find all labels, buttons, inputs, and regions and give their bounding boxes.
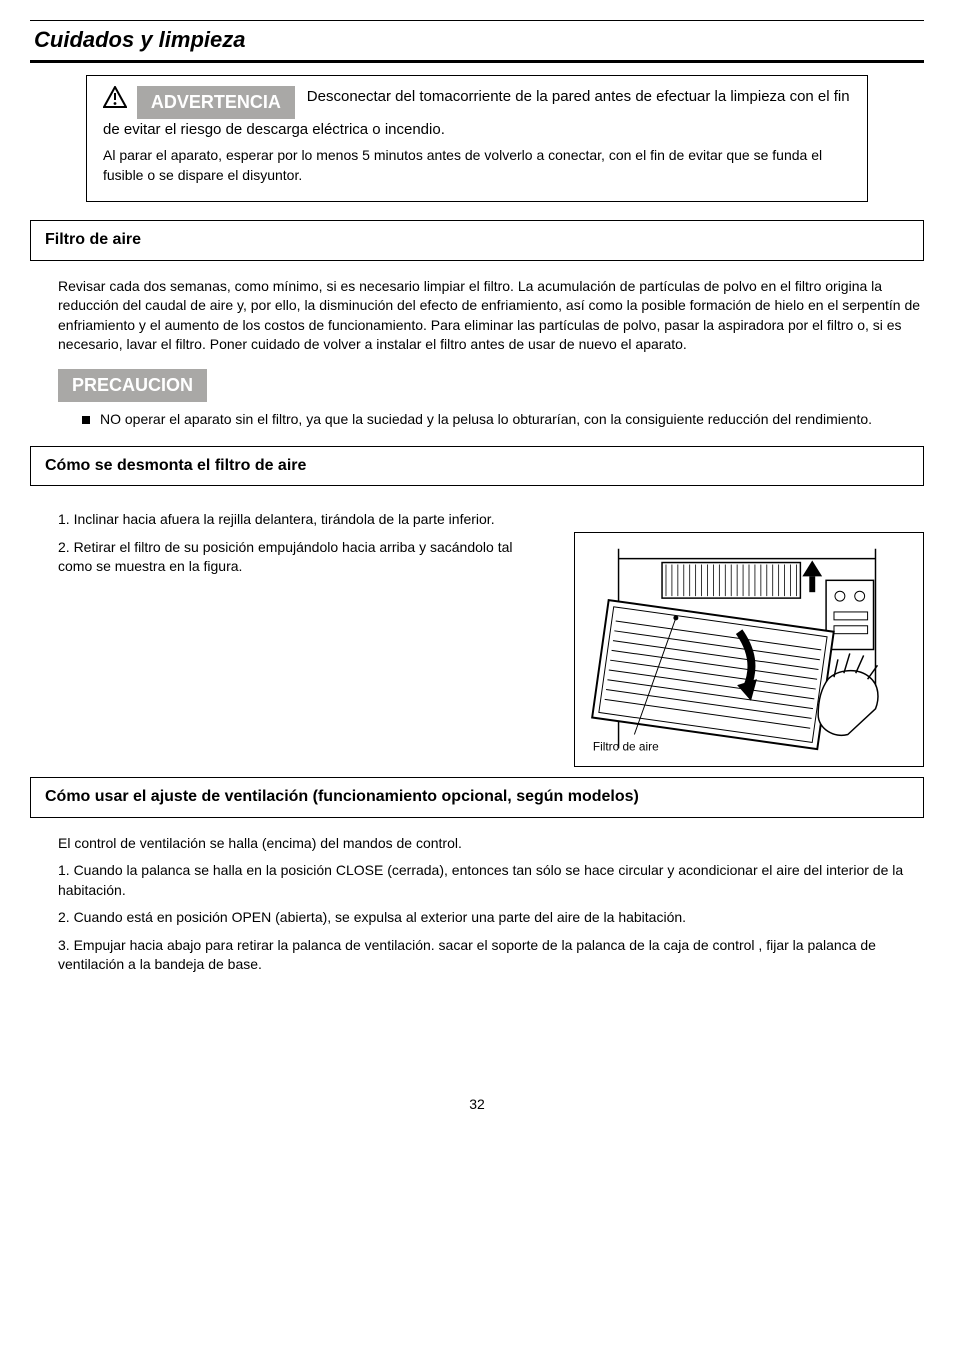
- remove-filter-title-1: Cómo se desmonta el filtro de aire: [30, 446, 924, 486]
- remove-step-1: 1. Inclinar hacia afuera la rejilla dela…: [58, 510, 550, 530]
- vent-step-2: 2. Cuando está en posición OPEN (abierta…: [58, 908, 924, 928]
- caution-bullet-text: NO operar el aparato sin el filtro, ya q…: [100, 410, 872, 430]
- filter-intro: Revisar cada dos semanas, como mínimo, s…: [58, 277, 924, 355]
- title-underline: [30, 60, 924, 63]
- page-title: Cuidados y limpieza: [34, 25, 924, 56]
- remove-step-2: 2. Retirar el filtro de su posición empu…: [58, 538, 550, 577]
- illus-label: Filtro de aire: [593, 739, 659, 753]
- caution-block: PRECAUCION: [58, 369, 924, 402]
- vent-step-1: 1. Cuando la palanca se halla en la posi…: [58, 861, 924, 900]
- warning-panel: ADVERTENCIA Desconectar del tomacorrient…: [86, 75, 868, 202]
- vent-intro: El control de ventilación se halla (enci…: [58, 834, 924, 854]
- vent-block: El control de ventilación se halla (enci…: [58, 834, 924, 976]
- top-rule: [30, 20, 924, 21]
- caution-bullet-row: NO operar el aparato sin el filtro, ya q…: [82, 410, 924, 430]
- warning-text-2: Al parar el aparato, esperar por lo meno…: [103, 146, 851, 185]
- steps-with-figure: 1. Inclinar hacia afuera la rejilla dela…: [58, 502, 924, 767]
- page-number: 32: [30, 1095, 924, 1115]
- remove-steps-1: 1. Inclinar hacia afuera la rejilla dela…: [58, 502, 924, 767]
- steps-text-1: 1. Inclinar hacia afuera la rejilla dela…: [58, 502, 550, 585]
- filter-illustration: Filtro de aire: [574, 532, 924, 767]
- filter-svg-icon: Filtro de aire: [581, 539, 917, 760]
- warning-header-row: ADVERTENCIA Desconectar del tomacorrient…: [103, 86, 851, 140]
- warning-label: ADVERTENCIA: [137, 86, 295, 119]
- filter-intro-block: Revisar cada dos semanas, como mínimo, s…: [58, 277, 924, 430]
- remove-filter-title-2: Cómo usar el ajuste de ventilación (func…: [30, 777, 924, 817]
- warning-triangle-icon: [103, 86, 127, 114]
- square-bullet-icon: [82, 416, 90, 424]
- caution-label: PRECAUCION: [58, 369, 207, 402]
- vent-step-3: 3. Empujar hacia abajo para retirar la p…: [58, 936, 924, 975]
- filter-section-title: Filtro de aire: [30, 220, 924, 260]
